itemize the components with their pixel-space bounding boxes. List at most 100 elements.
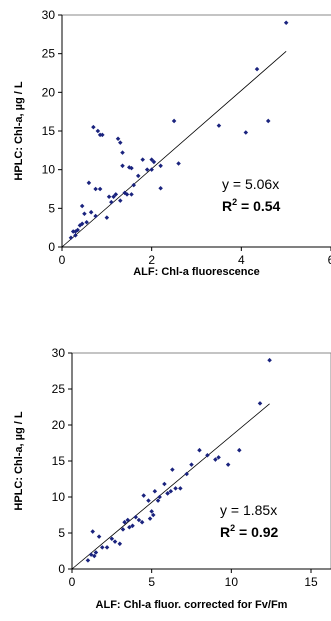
x-tick-label: 2 <box>148 253 155 267</box>
data-point <box>147 516 153 521</box>
data-point <box>109 199 114 205</box>
data-point <box>189 462 194 467</box>
data-point <box>85 558 91 563</box>
tick-labels: 0 5 10 15 20 25 30 0 5 10 15 <box>52 346 318 589</box>
data-point <box>158 163 163 169</box>
data-point <box>88 209 94 215</box>
data-point <box>267 357 272 363</box>
r-squared: R2 = 0.54 <box>222 197 281 214</box>
x-tick-label: 10 <box>225 575 239 589</box>
y-tick-label: 15 <box>52 454 66 468</box>
data-point <box>104 545 110 550</box>
data-point <box>131 182 136 188</box>
data-point <box>79 221 85 227</box>
data-point <box>93 186 98 192</box>
fit-line <box>61 51 287 248</box>
data-point <box>104 215 110 220</box>
data-point <box>127 524 132 530</box>
data-point <box>124 192 130 197</box>
data-point <box>254 66 260 72</box>
data-point <box>73 229 78 234</box>
data-point <box>168 488 174 494</box>
r-squared-r: R <box>222 198 232 214</box>
y-tick-label: 30 <box>52 346 66 360</box>
fit-equation: y = 5.06x <box>222 176 279 192</box>
x-tick-label: 4 <box>238 253 245 267</box>
data-point <box>146 498 151 503</box>
x-axis-label: ALF: Chl-a fluor. corrected for Fv/Fm <box>96 599 288 611</box>
tick-labels: 0 5 10 15 20 25 30 0 2 4 6 <box>42 8 331 267</box>
fit-equation: y = 1.85x <box>220 502 277 518</box>
data-point <box>176 161 181 166</box>
fit-line <box>71 403 270 570</box>
data-point <box>283 20 289 25</box>
data-point <box>117 541 123 547</box>
x-tick-label: 0 <box>69 575 76 589</box>
data-point <box>73 233 78 238</box>
data-point <box>216 455 221 460</box>
data-point <box>96 534 102 539</box>
data-point <box>90 529 95 534</box>
data-points <box>68 20 289 240</box>
data-point <box>165 491 170 496</box>
chart-bottom: 0 5 10 15 20 25 30 0 5 10 15 HPLC: Chl-a, µg / L A… <box>13 346 331 611</box>
r-squared: R2 = 0.92 <box>220 523 279 540</box>
y-tick-label: 5 <box>48 201 55 215</box>
data-point <box>257 401 263 406</box>
x-axis-label: ALF: Chl-a fluorescence <box>133 266 260 278</box>
data-point <box>112 539 118 544</box>
data-point <box>140 157 145 162</box>
r-squared-value: = 0.54 <box>237 198 280 214</box>
data-point <box>171 118 177 124</box>
y-tick-label: 10 <box>52 490 66 504</box>
data-point <box>162 481 167 487</box>
x-tick-label: 0 <box>59 253 66 267</box>
data-point <box>158 185 163 191</box>
data-point <box>216 123 222 128</box>
data-point <box>84 219 89 225</box>
data-point <box>120 150 125 155</box>
data-point <box>237 447 242 453</box>
data-point <box>111 194 116 199</box>
x-tick-label: 5 <box>148 575 155 589</box>
data-point <box>149 167 154 172</box>
data-point <box>129 192 134 197</box>
y-tick-label: 25 <box>52 382 66 396</box>
data-point <box>93 213 98 219</box>
y-tick-label: 5 <box>58 526 65 540</box>
y-axis-label: HPLC: Chl-a, µg / L <box>13 411 25 511</box>
data-point <box>173 486 178 491</box>
data-point <box>170 467 175 472</box>
data-point <box>243 130 249 135</box>
data-point <box>86 180 92 186</box>
data-point <box>106 194 112 199</box>
data-point <box>178 486 183 491</box>
data-point <box>225 462 231 467</box>
y-tick-label: 15 <box>42 124 56 138</box>
data-point <box>197 447 202 453</box>
data-point <box>265 118 271 124</box>
data-point <box>141 493 146 498</box>
data-point <box>79 203 85 209</box>
data-point <box>184 471 189 477</box>
data-point <box>115 136 121 141</box>
data-point <box>100 132 105 138</box>
data-point <box>152 488 158 494</box>
data-point <box>135 173 141 179</box>
data-point <box>118 198 123 203</box>
data-point <box>120 163 125 169</box>
r-squared-sup: 2 <box>232 197 237 207</box>
y-tick-label: 30 <box>42 8 56 22</box>
y-tick-label: 25 <box>42 47 56 61</box>
r-squared-r: R <box>220 524 230 540</box>
y-tick-label: 0 <box>48 240 55 254</box>
y-tick-label: 20 <box>42 85 56 99</box>
data-point <box>95 128 101 134</box>
data-point <box>133 514 138 520</box>
x-tick-label: 6 <box>328 253 331 267</box>
data-point <box>91 124 96 130</box>
data-point <box>68 235 74 240</box>
r-squared-sup: 2 <box>230 523 235 533</box>
y-tick-label: 20 <box>52 418 66 432</box>
